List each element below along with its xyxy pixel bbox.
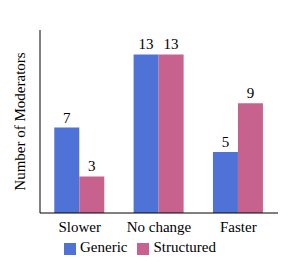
svg-text:5: 5 [222, 134, 230, 150]
html-text:Generic: Generic [80, 239, 128, 255]
html-text:Structured: Structured [153, 239, 216, 255]
svg-text:Number of Moderators: Number of Moderators [12, 52, 28, 190]
svg-text:9: 9 [247, 85, 255, 101]
svg-text:13: 13 [164, 36, 179, 52]
svg-text:7: 7 [63, 110, 71, 126]
svg-text:3: 3 [88, 158, 96, 174]
svg-text:13: 13 [139, 36, 154, 52]
svg-text:Slower: Slower [58, 219, 101, 235]
svg-text:Faster: Faster [220, 219, 257, 235]
svg-text:No change: No change [127, 219, 192, 235]
